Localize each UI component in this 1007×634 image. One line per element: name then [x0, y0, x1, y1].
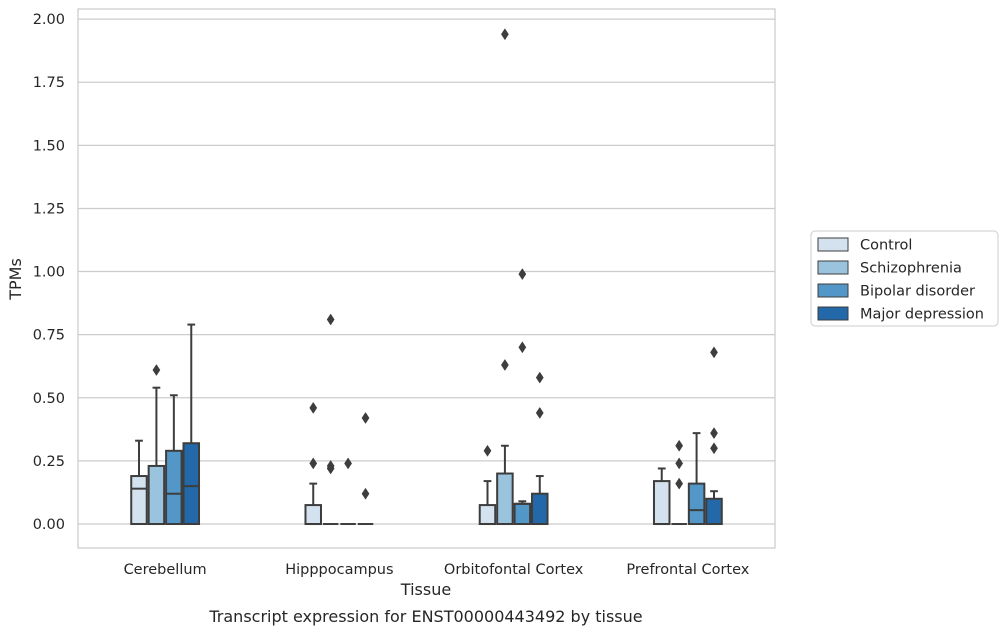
outlier-point: [710, 346, 718, 359]
box-body: [496, 472, 514, 526]
box-control: [130, 439, 148, 526]
box-body: [130, 475, 148, 526]
outlier-point: [675, 439, 684, 452]
outlier-point: [326, 459, 335, 472]
box-control: [652, 467, 671, 526]
chart-caption: Transcript expression for ENST0000044349…: [208, 607, 642, 626]
outlier-point: [309, 457, 318, 470]
legend-swatch: [817, 283, 849, 298]
box-major-depression: [531, 371, 549, 526]
legend-swatch: [817, 237, 849, 252]
y-tick-labels: 0.00 0.25 0.50 0.75 1.00 1.25 1.50 1.75 2.00: [33, 12, 65, 533]
x-tick-label: Hipppocampus: [285, 562, 393, 578]
x-tick-label: Prefrontal Cortex: [626, 562, 749, 578]
outlier-point: [501, 28, 509, 41]
plot-frame: [77, 8, 776, 549]
outlier-point: [710, 442, 718, 455]
x-tick-labels: Cerebellum Hipppocampus Orbitofontal Corte…: [124, 562, 750, 578]
box-major-depression: [182, 323, 201, 526]
box-body: [513, 502, 532, 526]
box-bipolar-disorder: [165, 394, 183, 526]
legend-frame: [810, 230, 999, 327]
outlier-point: [326, 313, 335, 326]
y-tick-label: 1.00: [33, 265, 65, 281]
y-tick-label: 0.00: [33, 517, 65, 533]
box-body: [478, 504, 497, 526]
outlier-point: [152, 364, 161, 376]
legend-swatch: [817, 260, 849, 275]
y-tick-label: 1.75: [33, 75, 65, 91]
y-tick-label: 1.25: [33, 201, 65, 217]
box-series: [130, 28, 723, 526]
box-control: [304, 401, 322, 526]
outlier-point: [483, 444, 492, 457]
outlier-point: [361, 487, 370, 500]
box-schizophrenia: [671, 439, 687, 526]
legend-label: Bipolar disorder: [860, 284, 975, 300]
outlier-point: [344, 457, 352, 470]
y-tick-label: 0.25: [33, 454, 65, 470]
box-schizophrenia: [496, 28, 514, 526]
outlier-point: [518, 268, 527, 281]
outlier-point: [675, 477, 684, 490]
box-schizophrenia: [322, 313, 339, 526]
outlier-point: [309, 401, 318, 414]
box-body: [687, 482, 706, 526]
box-major-depression: [705, 346, 723, 526]
x-axis-label: Tissue: [400, 580, 451, 599]
outlier-point: [710, 427, 718, 440]
x-tick-label: Orbitofontal Cortex: [444, 562, 584, 578]
box-control: [478, 444, 497, 526]
outlier-point: [361, 412, 370, 424]
y-axis-label: TPMs: [6, 258, 25, 301]
box-body: [705, 497, 723, 526]
y-tick-label: 1.50: [33, 138, 65, 154]
box-schizophrenia: [147, 364, 166, 526]
legend-swatch: [817, 306, 849, 321]
box-body: [165, 449, 183, 526]
box-body: [147, 464, 166, 526]
outlier-point: [675, 457, 684, 470]
box-bipolar-disorder: [513, 268, 532, 526]
box-bipolar-disorder: [687, 432, 706, 526]
outlier-point: [535, 371, 544, 384]
box-body: [531, 492, 549, 526]
outlier-point: [501, 359, 509, 371]
box-major-depression: [357, 412, 374, 526]
legend: Control Schizophrenia Bipolar disorder Majo…: [810, 230, 999, 327]
outlier-point: [518, 341, 527, 354]
y-tick-label: 0.50: [33, 391, 65, 407]
legend-label: Major depression: [860, 307, 984, 323]
y-tick-label: 2.00: [33, 12, 65, 28]
outlier-point: [535, 406, 544, 419]
legend-label: Control: [860, 238, 912, 254]
x-tick-label: Cerebellum: [124, 562, 207, 578]
box-bipolar-disorder: [340, 457, 356, 526]
box-body: [304, 504, 322, 526]
legend-items: Control Schizophrenia Bipolar disorder Majo…: [817, 237, 984, 323]
y-tick-label: 0.75: [33, 328, 65, 344]
box-body: [182, 442, 201, 526]
box-body: [652, 480, 671, 526]
legend-label: Schizophrenia: [860, 261, 962, 277]
